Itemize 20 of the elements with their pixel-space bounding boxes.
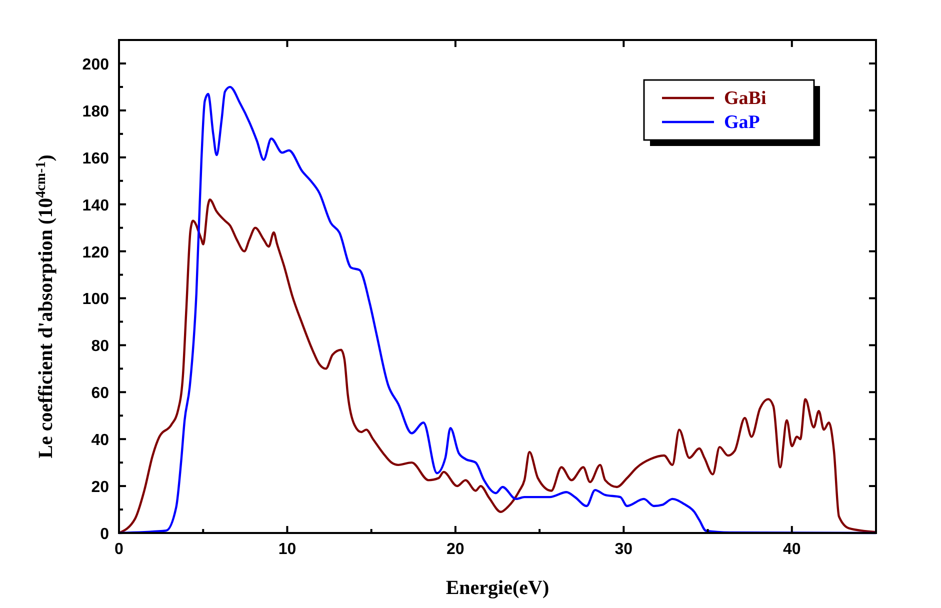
y-tick-label: 60: [91, 385, 110, 402]
legend-label: GaP: [724, 112, 760, 133]
y-tick-label: 40: [91, 432, 110, 450]
x-axis-title: Energie(eV): [446, 577, 550, 599]
legend-label: GaBi: [724, 88, 766, 109]
y-tick-label: 120: [82, 244, 110, 262]
y-tick-label: 180: [82, 103, 110, 120]
y-tick-label: 0: [100, 526, 110, 543]
y-tick-label: 80: [91, 338, 110, 356]
x-tick-label: 0: [114, 541, 124, 558]
y-tick-label: 20: [91, 479, 110, 496]
x-tick-label: 40: [782, 541, 801, 558]
y-tick-label: 100: [82, 291, 110, 308]
y-tick-label: 200: [82, 56, 110, 74]
x-tick-label: 20: [446, 541, 464, 558]
y-tick-label: 160: [82, 150, 110, 168]
x-tick-label: 10: [278, 541, 296, 558]
y-tick-label: 140: [82, 197, 110, 214]
x-tick-label: 30: [614, 541, 633, 558]
line-series: [118, 198, 878, 534]
